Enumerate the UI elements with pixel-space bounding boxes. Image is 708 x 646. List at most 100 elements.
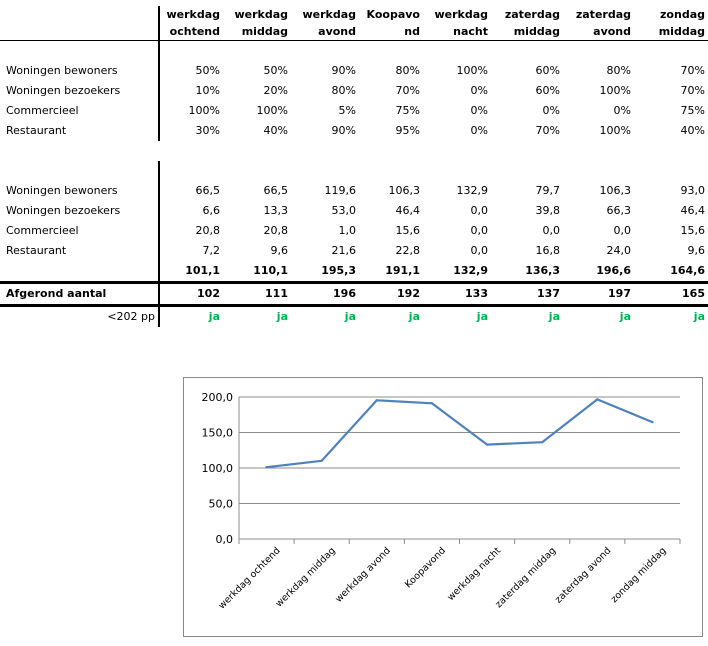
column-header: zaterdag <box>504 8 560 21</box>
rounded-row: Afgerond aantal 102 111 196 192 133 137 197 165 <box>0 281 708 307</box>
total-cell: 196,6 <box>596 264 631 277</box>
value-cell: 15,6 <box>395 224 421 237</box>
blank-cell <box>423 141 491 161</box>
total-row: 101,1 110,1 195,3 191,1 132,9 136,3 196,6 164,6 <box>0 261 708 283</box>
value-cell: 9,6 <box>687 244 706 257</box>
percent-row: Woningen bezoekers 10% 20% 80% 70% 0% 60% 100% 7… <box>0 81 708 101</box>
blank-cell <box>491 161 563 181</box>
value-cell: 39,8 <box>535 204 561 217</box>
percent-cell: 75% <box>395 104 420 117</box>
x-tick-label: werkdag avond <box>333 545 393 605</box>
percent-cell: 100% <box>599 84 631 97</box>
total-cell: 132,9 <box>453 264 488 277</box>
value-cell: 132,9 <box>456 184 489 197</box>
percent-cell: 20% <box>263 84 288 97</box>
row-label: Woningen bezoekers <box>6 204 121 217</box>
spacer-row <box>0 161 708 181</box>
rounded-cell: 196 <box>291 281 359 307</box>
check-cell: ja <box>548 310 560 323</box>
check-cell: ja <box>693 310 705 323</box>
row-label: Afgerond aantal <box>0 281 159 307</box>
y-tick-label: 50,0 <box>209 498 234 511</box>
percent-cell: 60% <box>535 84 560 97</box>
row-label: Commercieel <box>6 224 79 237</box>
check-cell: ja <box>158 305 223 327</box>
x-tick-label: zondag middag <box>609 545 669 605</box>
total-cell: 101,1 <box>158 261 223 283</box>
value-cell: 106,3 <box>599 184 632 197</box>
blank-cell <box>291 41 359 62</box>
header-corner <box>0 23 159 41</box>
blank-cell <box>563 41 634 62</box>
check-cell: ja <box>276 310 288 323</box>
percent-cell: 70% <box>680 64 705 77</box>
blank-cell <box>223 41 291 62</box>
value-cell: 21,6 <box>331 244 357 257</box>
rounded-cell: 137 <box>491 281 563 307</box>
percent-cell: 30% <box>158 121 223 141</box>
data-point <box>320 459 323 462</box>
rounded-cell: 102 <box>158 281 223 307</box>
check-cell: ja <box>344 310 356 323</box>
value-row: Woningen bezoekers 6,6 13,3 53,0 46,4 0,0 39,8… <box>0 201 708 221</box>
percent-cell: 40% <box>680 124 705 137</box>
column-header: Koopavo <box>366 8 420 21</box>
value-cell: 46,4 <box>680 204 706 217</box>
column-header: middag <box>634 23 708 41</box>
value-cell: 0,0 <box>613 224 632 237</box>
value-cell: 1,0 <box>338 224 357 237</box>
percent-row: Commercieel 100% 100% 5% 75% 0% 0% 0% 75% <box>0 101 708 121</box>
percent-cell: 0% <box>470 84 488 97</box>
rounded-cell: 111 <box>223 281 291 307</box>
value-cell: 7,2 <box>158 241 223 261</box>
x-tick-label: Koopavond <box>403 545 448 590</box>
column-header: avond <box>563 23 634 41</box>
spacer-row <box>0 141 708 161</box>
value-cell: 22,8 <box>395 244 421 257</box>
total-cell: 110,1 <box>253 264 288 277</box>
x-tick-label: werkdag middag <box>274 545 338 609</box>
percent-cell: 70% <box>395 84 420 97</box>
blank-cell <box>563 141 634 161</box>
value-cell: 9,6 <box>270 244 289 257</box>
data-point <box>265 466 268 469</box>
column-header: werkdag <box>302 8 356 21</box>
value-row: Woningen bewoners 66,5 66,5 119,6 106,3 132,9… <box>0 181 708 201</box>
blank-cell <box>491 141 563 161</box>
percent-cell: 100% <box>158 101 223 121</box>
blank-cell <box>291 141 359 161</box>
y-tick-label: 100,0 <box>202 462 234 475</box>
y-tick-label: 200,0 <box>202 391 234 404</box>
column-header: nacht <box>423 23 491 41</box>
value-cell: 0,0 <box>470 244 489 257</box>
header-row: werkdag werkdag werkdag Koopavo werkdag zater… <box>0 6 708 23</box>
value-row: Commercieel 20,8 20,8 1,0 15,6 0,0 0,0 0,0 15,6 <box>0 221 708 241</box>
blank-cell <box>491 41 563 62</box>
data-point <box>485 443 489 446</box>
column-header: middag <box>491 23 563 41</box>
value-row: Restaurant 7,2 9,6 21,6 22,8 0,0 16,8 24,0 9,6 <box>0 241 708 261</box>
row-label: <202 pp <box>107 310 155 323</box>
rounded-cell: 133 <box>423 281 491 307</box>
blank-cell <box>563 161 634 181</box>
blank-cell <box>291 161 359 181</box>
value-cell: 53,0 <box>331 204 357 217</box>
blank-cell <box>634 161 708 181</box>
line-chart: 200,0 150,0 100,0 50,0 0,0 werkdag ochtend wer… <box>183 377 703 637</box>
value-cell: 6,6 <box>158 201 223 221</box>
value-cell: 20,8 <box>263 224 289 237</box>
header-corner <box>0 6 159 23</box>
percent-cell: 70% <box>535 124 560 137</box>
column-header: werkdag <box>158 6 223 23</box>
blank-cell <box>158 40 223 61</box>
percent-cell: 0% <box>470 124 488 137</box>
data-point <box>430 402 434 405</box>
percent-cell: 5% <box>338 104 356 117</box>
percent-cell: 10% <box>158 81 223 101</box>
blank-cell <box>159 141 223 161</box>
column-header: middag <box>223 23 291 41</box>
blank-cell <box>634 141 708 161</box>
percent-row: Restaurant 30% 40% 90% 95% 0% 70% 100% 40% <box>0 121 708 141</box>
value-cell: 20,8 <box>158 221 223 241</box>
